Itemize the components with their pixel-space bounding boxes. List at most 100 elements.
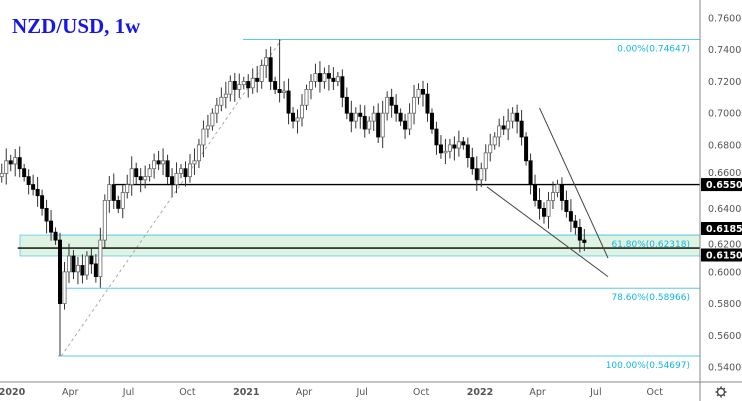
time-tick-label: 2022 [467,387,493,398]
candle-down [425,93,430,114]
gear-icon[interactable] [715,386,727,398]
price-label-box [701,222,742,235]
trendline [486,186,609,278]
candle-up [210,112,215,127]
candle-down [398,112,403,122]
candle-up [4,160,9,174]
candle-down [358,112,363,117]
candle-up [84,255,89,276]
candle-up [506,120,511,130]
time-tick-label: Apr [529,387,546,398]
candle-up [13,157,18,165]
candle-up [179,168,184,174]
candle-up [147,168,152,178]
candle-up [313,73,318,82]
candle-up [416,88,421,98]
candle-down [17,157,22,170]
candle-down [134,168,139,178]
candle-up [412,96,417,114]
price-tick-label: 0.54000 [708,363,742,374]
candle-up [187,163,192,178]
candle-up [196,144,201,162]
candle-down [537,200,542,209]
gear-icon-ring [716,387,726,397]
candle-down [22,168,27,178]
candle-down [434,128,439,146]
candle-up [201,128,206,146]
candle-up [380,112,385,138]
candle-down [291,112,296,122]
candle-up [555,184,560,193]
candle-down [528,160,533,185]
candle-up [510,112,515,122]
candle-down [26,176,31,185]
candle-up [264,57,269,66]
candle-up [492,136,497,146]
candle-down [165,160,170,178]
trendline [539,107,609,259]
candle-down [524,136,529,162]
candle-up [125,184,130,193]
gear-icon-tooth [722,393,726,397]
candle-down [170,176,175,185]
candle-up [259,65,264,82]
candle-up [335,76,340,82]
price-label-box [701,178,742,192]
price-label: 0.61851 [706,224,742,235]
candle-up [300,104,305,119]
candle-up [102,200,107,241]
candle-down [80,265,85,276]
candle-up [66,255,71,273]
candle-up [228,81,233,95]
candle-up [75,265,80,273]
candle-up [0,173,4,178]
candle-up [447,144,452,152]
fib-label: 0.00%(0.74647) [617,44,690,54]
candle-down [116,200,121,209]
candle-down [183,168,188,178]
candle-up [62,271,67,304]
candle-down [273,81,278,90]
time-tick-label: Apr [62,387,79,398]
candle-down [452,144,457,149]
time-tick-label: Oct [413,387,430,398]
candle-up [322,73,327,82]
candle-up [143,176,148,181]
candle-down [474,168,479,181]
candle-up [456,141,461,149]
candle-up [295,117,300,122]
time-tick-label: Jul [589,387,601,398]
candle-down [111,184,116,201]
candle-down [317,73,322,82]
candle-up [308,81,313,90]
gear-icon-tooth [716,393,720,397]
candle-down [31,184,36,190]
price-label-box [701,248,742,262]
candle-up [282,90,287,93]
candle-up [367,120,372,130]
candle-down [582,239,587,243]
candle-down [438,144,443,154]
candle-down [344,96,349,114]
candle-up [385,96,390,114]
candle-down [501,125,506,130]
candle-up [250,77,255,89]
candle-down [362,115,367,130]
candle-up [479,168,484,181]
candle-up [98,239,103,277]
candle-down [573,220,578,228]
candle-up [241,81,246,86]
candle-down [53,231,58,241]
candle-down [58,239,63,304]
candle-down [461,141,466,146]
candle-down [232,81,237,90]
chart-title: NZD/USD, 1w [12,14,141,38]
candle-up [550,192,555,201]
time-tick-label: Jul [355,387,367,398]
candle-down [519,120,524,138]
